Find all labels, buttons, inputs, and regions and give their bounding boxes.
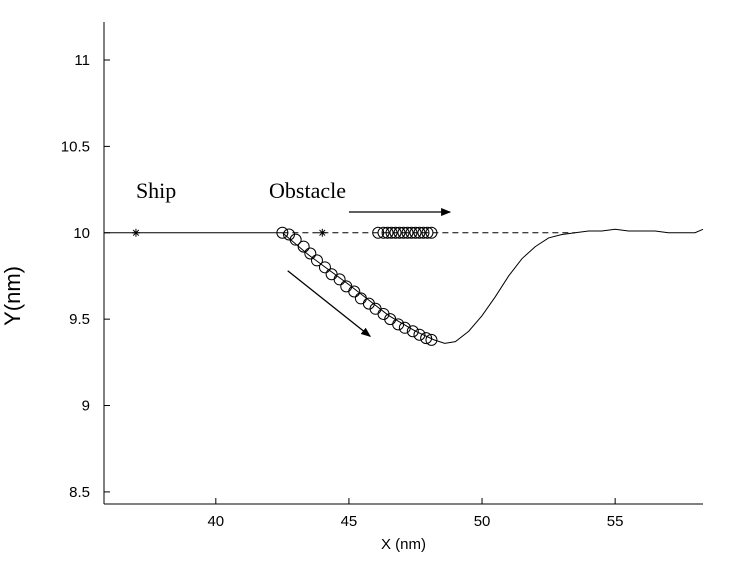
trajectory-point: [398, 321, 411, 334]
ship-start-star-marker: [131, 228, 140, 237]
trajectory-point: [421, 226, 434, 239]
trajectory-point: [289, 233, 302, 246]
trajectory-point: [333, 273, 346, 286]
trajectory-point: [397, 226, 410, 239]
trajectory-point: [392, 318, 405, 331]
y-tick-label: 9: [82, 398, 90, 415]
trajectory-point: [377, 226, 390, 239]
x-tick-label: 50: [474, 513, 491, 530]
trajectory-point: [409, 226, 422, 239]
x-tick-label: 55: [607, 513, 624, 530]
y-tick-label: 11: [74, 52, 90, 69]
trajectory-point: [318, 261, 331, 274]
trajectory-point: [401, 226, 414, 239]
trajectory-point: [348, 285, 361, 298]
y-ticks: 8.5 9 9.5 10 10.5 11: [61, 52, 110, 501]
trajectory-point: [385, 226, 398, 239]
trajectory-point: [413, 328, 426, 341]
axes: [103, 22, 703, 505]
trajectory-point: [425, 333, 438, 346]
trajectory-point: [372, 226, 385, 239]
y-tick-label: 9.5: [69, 311, 90, 328]
y-tick-label: 10.5: [61, 138, 90, 155]
trajectory-point: [304, 247, 317, 260]
trajectory-point: [405, 226, 418, 239]
y-axis-label: Y(nm): [0, 266, 25, 326]
marker-layer: [131, 228, 327, 237]
trajectory-point: [381, 226, 394, 239]
trajectory-point: [276, 226, 289, 239]
trajectory-point: [420, 332, 433, 345]
x-ticks: 40 45 50 55: [207, 498, 623, 530]
x-tick-label: 40: [207, 513, 224, 530]
trajectory-point: [310, 254, 323, 267]
trajectory-point: [425, 226, 438, 239]
trajectory-point: [297, 240, 310, 253]
x-tick-label: 45: [341, 513, 358, 530]
obstacle-start-star-marker: [318, 228, 327, 237]
circle-series: [276, 226, 438, 346]
circle-series: [372, 226, 438, 239]
trajectory-point: [393, 226, 406, 239]
y-tick-label: 10: [73, 225, 90, 242]
trajectory-point: [389, 226, 402, 239]
trajectory-point: [417, 226, 430, 239]
x-axis-label: X (nm): [381, 536, 426, 553]
trajectory-point: [413, 226, 426, 239]
series-layer: [104, 226, 704, 346]
ship-direction-arrow: [287, 270, 372, 338]
trajectory-point: [406, 325, 419, 338]
y-tick-label: 8.5: [69, 484, 90, 501]
annotation-ship: Ship: [136, 178, 176, 203]
annotation-layer: Ship Obstacle: [136, 178, 346, 203]
annotation-obstacle: Obstacle: [269, 178, 346, 203]
arrow-layer: [287, 208, 452, 338]
